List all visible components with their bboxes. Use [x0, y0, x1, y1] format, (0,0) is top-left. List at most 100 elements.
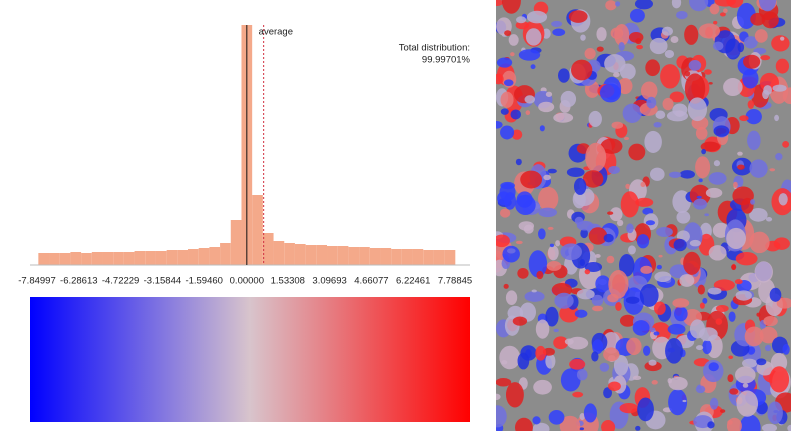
map-blob	[775, 153, 783, 161]
map-blob	[715, 318, 723, 325]
map-blob	[610, 27, 624, 39]
map-blob	[585, 142, 607, 173]
map-blob	[668, 389, 688, 416]
map-blob	[531, 289, 537, 293]
histogram-bar	[230, 220, 242, 265]
map-blob	[580, 228, 588, 239]
map-blob	[684, 70, 691, 77]
map-blob	[670, 36, 679, 43]
map-blob	[619, 314, 636, 327]
map-blob	[637, 397, 654, 422]
map-blob	[616, 219, 624, 227]
map-blob	[679, 170, 695, 179]
map-blob	[737, 164, 745, 170]
map-blob	[512, 316, 528, 326]
map-blob	[719, 12, 726, 17]
map-blob	[530, 64, 536, 70]
map-blob	[648, 359, 657, 366]
map-blob	[698, 327, 718, 342]
map-blob	[538, 186, 559, 211]
total-distribution-value: 99.99701%	[422, 55, 471, 66]
map-blob	[502, 245, 520, 263]
map-blob	[750, 199, 755, 205]
map-blob	[684, 24, 699, 45]
map-blob	[591, 294, 604, 306]
map-blob	[582, 170, 604, 188]
map-blob	[709, 397, 719, 410]
map-blob	[503, 79, 514, 87]
map-blob	[693, 198, 708, 210]
map-blob	[736, 390, 759, 417]
map-blob	[560, 90, 577, 108]
map-blob	[506, 248, 516, 254]
map-blob	[532, 416, 541, 425]
map-blob	[735, 290, 752, 301]
map-blob	[649, 37, 668, 55]
map-blob	[535, 319, 550, 339]
map-blob	[700, 141, 721, 152]
map-blob	[599, 362, 610, 372]
map-blob	[782, 87, 791, 105]
map-blob	[653, 122, 662, 128]
histogram-bar	[113, 252, 124, 265]
map-blob	[689, 184, 711, 206]
map-blob	[767, 401, 783, 425]
map-blob	[771, 35, 790, 52]
map-blob	[708, 81, 713, 85]
map-blob	[673, 238, 687, 252]
map-blob	[600, 138, 623, 154]
map-blob	[628, 143, 646, 161]
map-blob	[645, 220, 656, 226]
map-blob	[666, 110, 689, 122]
map-blob	[584, 261, 603, 273]
map-blob	[625, 296, 640, 304]
histogram-bar	[337, 246, 349, 265]
map-blob	[576, 368, 588, 381]
map-blob	[629, 8, 645, 23]
map-blob	[576, 220, 594, 231]
map-blob	[576, 288, 595, 300]
x-tick-label: 0.00000	[230, 276, 264, 287]
map-blob	[617, 77, 633, 95]
map-blob	[595, 275, 611, 293]
map-blob	[535, 345, 547, 361]
map-blob	[649, 327, 656, 333]
map-blob	[645, 59, 661, 77]
map-blob	[517, 352, 530, 370]
histogram-bar	[166, 250, 178, 265]
map-blob	[734, 279, 743, 285]
map-blob	[713, 125, 730, 137]
map-blob	[787, 424, 791, 431]
map-blob	[667, 323, 686, 335]
map-blob	[689, 0, 709, 12]
map-blob	[756, 312, 761, 317]
x-tick-label: -7.84997	[18, 276, 56, 287]
map-blob	[500, 125, 515, 140]
x-tick-label: 3.09693	[312, 276, 346, 287]
map-blob	[636, 234, 650, 249]
map-blob	[517, 267, 529, 279]
map-blob	[533, 379, 552, 395]
x-tick-label: -4.72229	[102, 276, 140, 287]
map-blob	[634, 0, 653, 10]
map-blob	[536, 270, 544, 280]
map-blob	[728, 311, 736, 322]
map-blob	[778, 193, 788, 206]
map-blob	[515, 158, 522, 166]
map-blob	[702, 297, 708, 304]
map-blob	[772, 84, 787, 92]
map-blob	[508, 34, 519, 46]
map-blob	[523, 224, 534, 234]
map-blob	[760, 55, 771, 61]
map-blob	[545, 353, 556, 369]
map-blob	[707, 421, 715, 429]
map-blob	[660, 64, 680, 89]
map-blob	[500, 91, 514, 108]
x-tick-label: -1.59460	[185, 276, 223, 287]
map-blob	[496, 120, 503, 129]
map-blob	[695, 385, 706, 394]
map-blob	[608, 165, 620, 174]
map-blob	[733, 181, 738, 189]
map-blob	[620, 191, 639, 218]
